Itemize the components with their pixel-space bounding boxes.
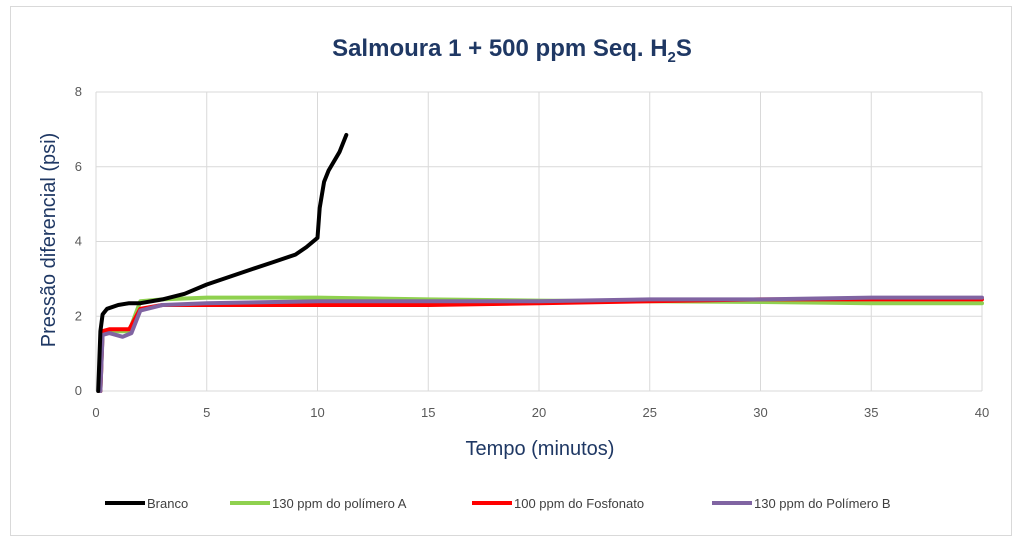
series-line [98, 295, 984, 393]
chart-frame [10, 6, 1012, 536]
x-tick-label: 15 [421, 405, 435, 420]
x-tick-label: 25 [643, 405, 657, 420]
x-tick-label: 10 [310, 405, 324, 420]
legend-label: Branco [147, 496, 188, 511]
legend-item: 100 ppm do Fosfonato [472, 496, 644, 511]
legend-label: 100 ppm do Fosfonato [514, 496, 644, 511]
y-tick-label: 2 [75, 308, 82, 323]
x-tick-label: 40 [975, 405, 989, 420]
legend-item: 130 ppm do Polímero B [712, 496, 891, 511]
gridlines [95, 91, 983, 392]
legend-item: Branco [105, 496, 188, 511]
x-tick-label: 0 [92, 405, 99, 420]
y-tick-label: 0 [75, 383, 82, 398]
y-tick-label: 4 [75, 234, 82, 249]
x-axis-ticks: 0 5 10 15 20 25 30 35 40 [92, 405, 989, 420]
y-axis-title: Pressão diferencial (psi) [38, 133, 60, 348]
legend-item: 130 ppm do polímero A [230, 496, 407, 511]
series-line [96, 133, 349, 393]
y-tick-label: 8 [75, 84, 82, 99]
y-tick-label: 6 [75, 159, 82, 174]
x-tick-label: 35 [864, 405, 878, 420]
series-line [98, 295, 984, 393]
legend: Branco 130 ppm do polímero A 100 ppm do Fo… [105, 496, 891, 511]
x-tick-label: 20 [532, 405, 546, 420]
x-tick-label: 30 [753, 405, 767, 420]
x-tick-label: 5 [203, 405, 210, 420]
legend-label: 130 ppm do Polímero B [754, 496, 891, 511]
series-line [98, 297, 984, 393]
legend-label: 130 ppm do polímero A [272, 496, 407, 511]
series-lines [96, 133, 984, 393]
x-axis-title: Tempo (minutos) [466, 438, 615, 460]
chart-title: Salmoura 1 + 500 ppm Seq. H2S [332, 35, 692, 66]
y-axis-ticks: 0 2 4 6 8 [75, 84, 82, 398]
